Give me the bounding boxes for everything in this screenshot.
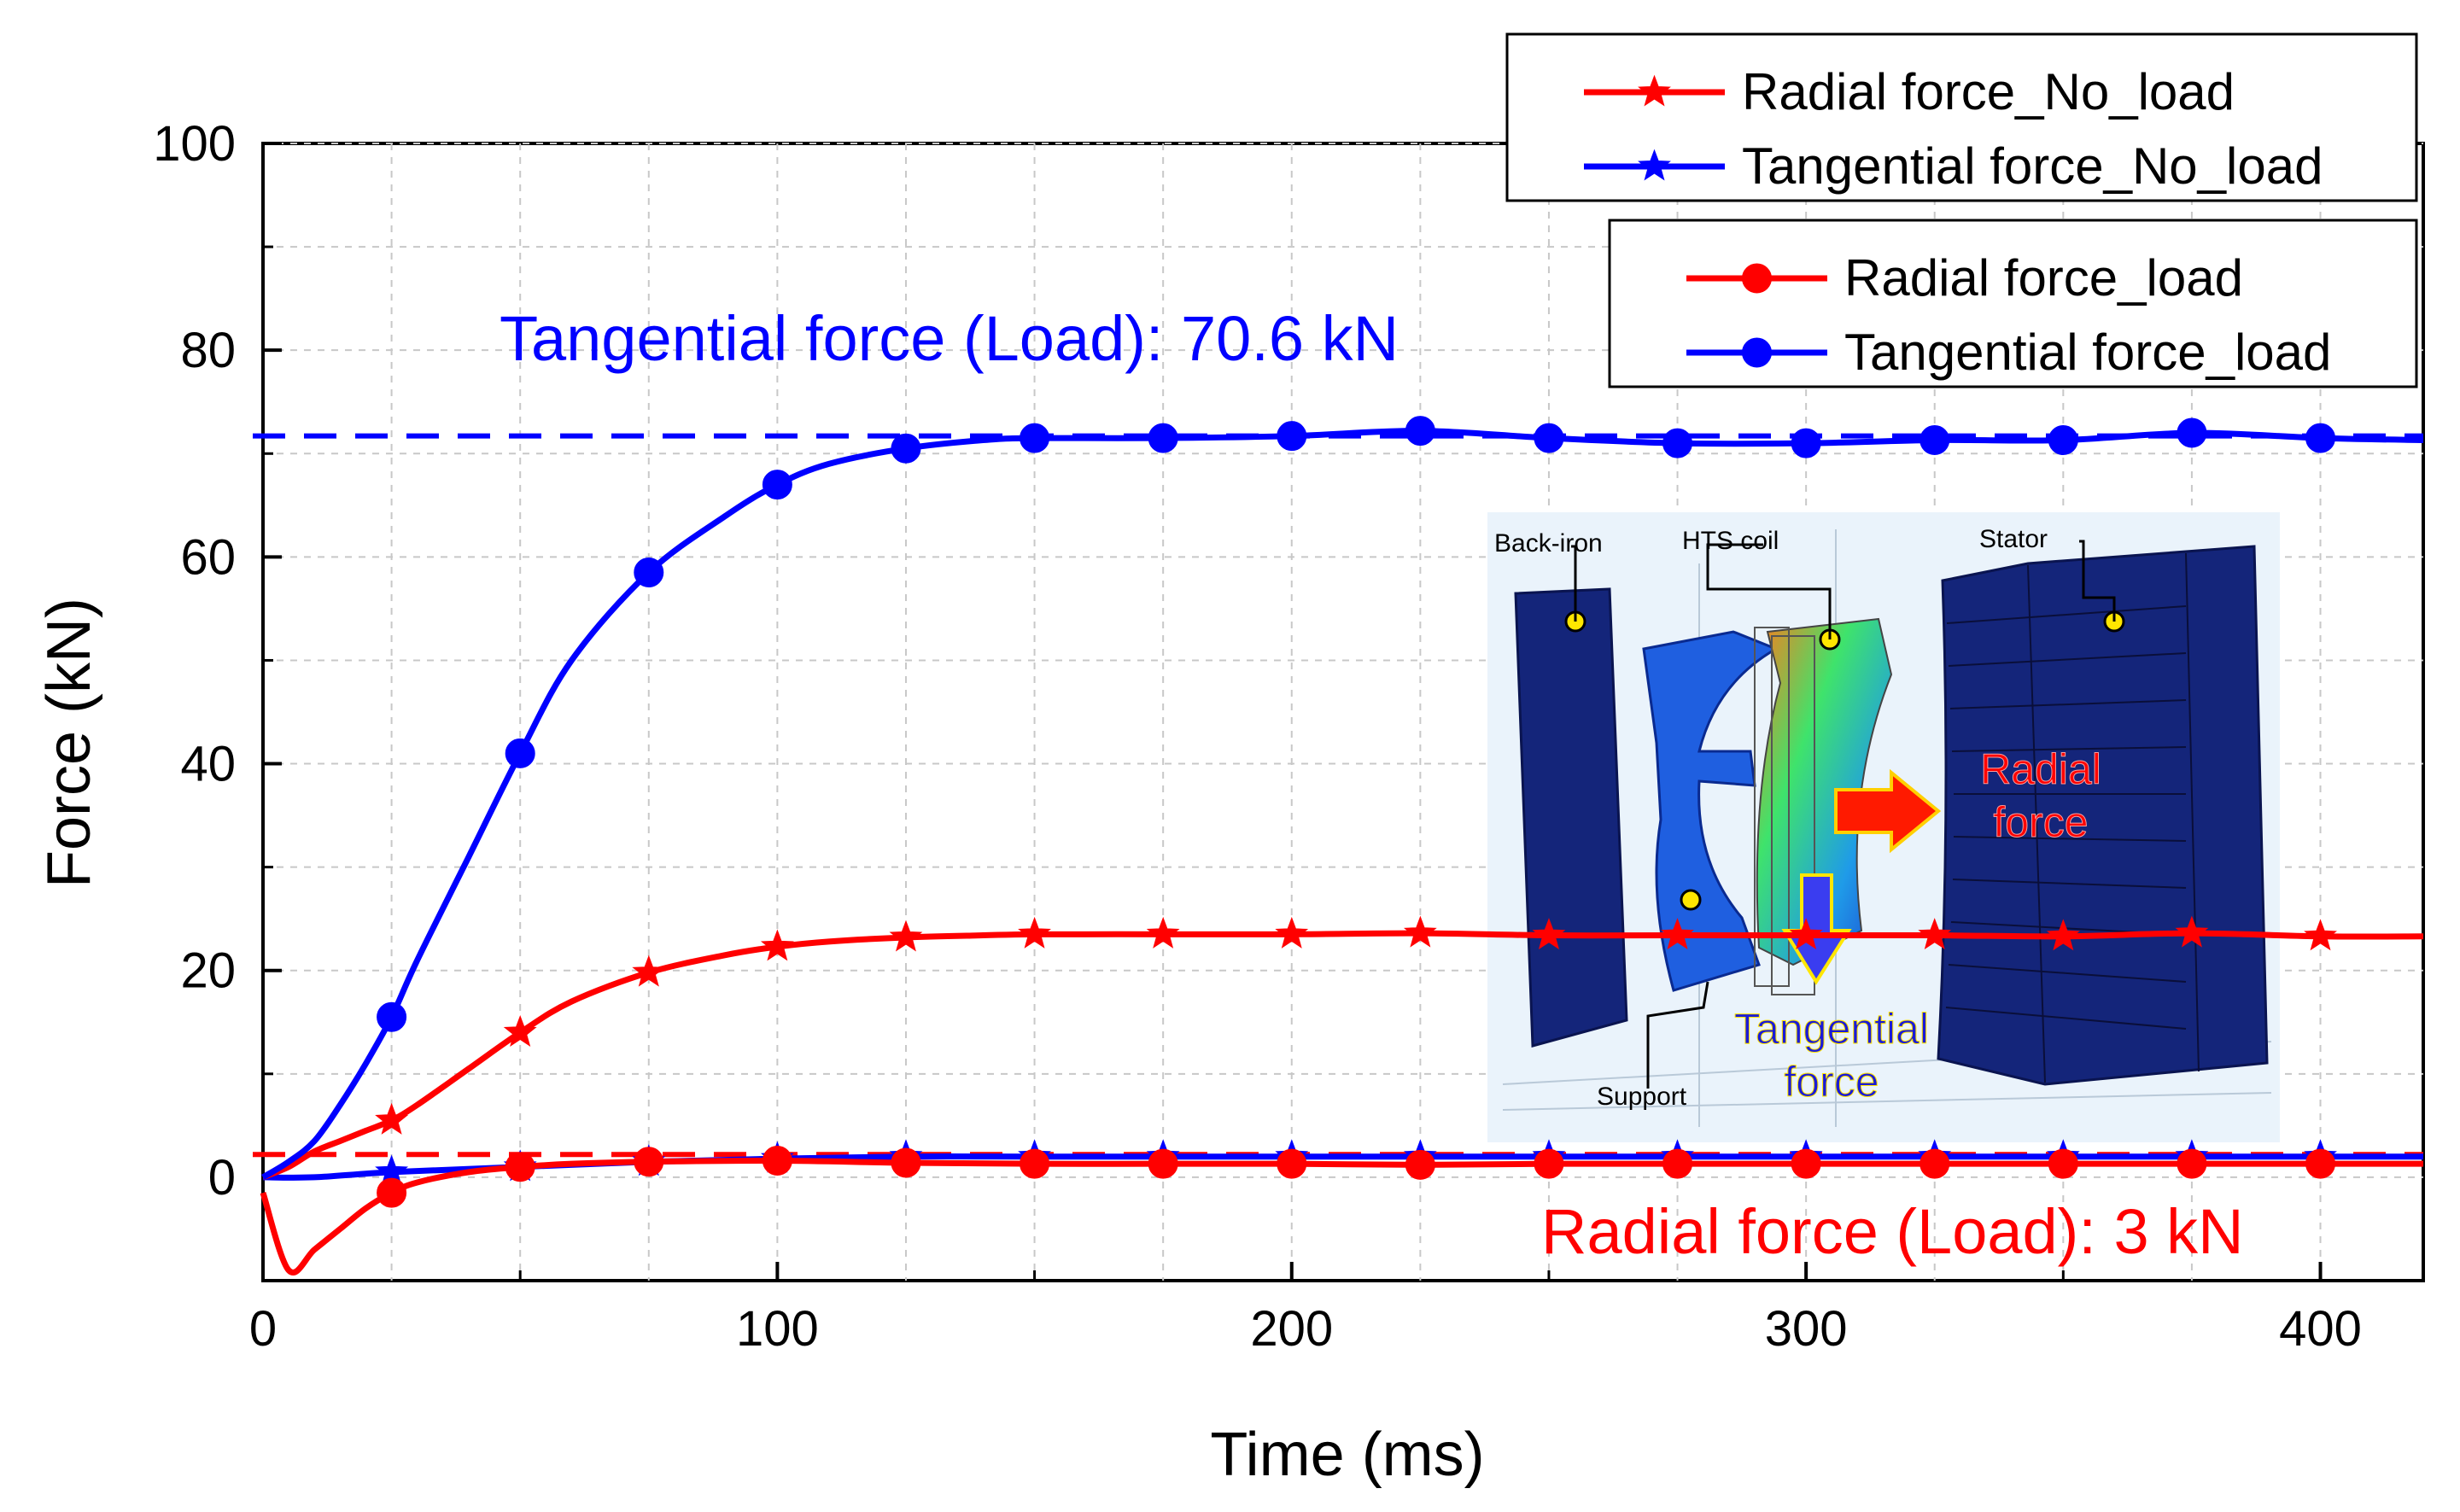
marker-radial-force-load (1662, 1148, 1693, 1179)
back-iron-shape (1514, 587, 1628, 1048)
stator-shape (1937, 545, 2269, 1086)
tangential-arrow-label-line1: Tangential (1734, 1005, 1929, 1053)
marker-radial-force-no-load (1018, 916, 1051, 949)
radial-arrow-label-line1: Radial (1980, 745, 2101, 793)
marker-radial-force-load (1920, 1148, 1950, 1179)
marker-radial-force-no-load (1661, 918, 1694, 950)
marker-tangential-force-load (505, 738, 535, 768)
marker-tangential-force-load (891, 433, 921, 464)
marker-radial-force-no-load (1789, 918, 1823, 950)
legend-marker-tangential-force-no-load (1638, 149, 1671, 181)
tangential-annotation: Tangential force (Load): 70.6 kN (500, 303, 1399, 374)
inset-label-hts-coil: HTS coil (1682, 527, 1779, 555)
legend-label-tangential-no-load: Tangential force_No_load (1742, 137, 2323, 195)
marker-radial-force-load (1405, 1149, 1435, 1180)
marker-tangential-force-load (1148, 423, 1178, 453)
legend-marker-tangential-force-load (1742, 337, 1772, 368)
marker-tangential-force-load (762, 470, 792, 500)
radial-force-arrow (1834, 768, 1942, 854)
inset-label-back-iron: Back-iron (1494, 529, 1603, 558)
marker-tangential-force-load (377, 1001, 407, 1032)
axes: 0 100 200 300 400 0 20 40 60 80 100 (153, 116, 2362, 1357)
marker-radial-force-load (891, 1147, 921, 1178)
marker-tangential-force-load (1662, 428, 1693, 458)
marker-radial-force-load (1020, 1148, 1050, 1179)
marker-radial-force-load (634, 1147, 664, 1177)
marker-tangential-force-load (634, 558, 664, 588)
series-radial-force-load (260, 1146, 2423, 1276)
legend-no-load: Radial force_No_load Tangential force_No… (1505, 32, 2418, 202)
marker-radial-force-no-load (632, 954, 666, 987)
x-tick-label: 400 (2279, 1301, 2362, 1357)
radial-arrow-label-line2: force (1993, 798, 2088, 846)
marker-radial-force-no-load (1146, 916, 1180, 949)
x-tick-label: 300 (1765, 1301, 1848, 1357)
marker-tangential-force-load (2048, 425, 2078, 456)
marker-radial-force-load (505, 1152, 535, 1182)
inset-label-support: Support (1597, 1083, 1687, 1111)
legend-label-radial-no-load: Radial force_No_load (1742, 63, 2235, 120)
marker-radial-force-no-load (760, 929, 794, 961)
legend-label-radial-load: Radial force_load (1844, 249, 2243, 306)
y-tick-label: 80 (180, 323, 236, 378)
marker-tangential-force-load (2177, 417, 2207, 448)
x-tick-label: 100 (736, 1301, 819, 1357)
y-tick-label: 40 (180, 737, 236, 792)
marker-radial-force-load (762, 1146, 792, 1176)
marker-radial-force-no-load (889, 919, 923, 952)
marker-radial-force-load (2177, 1148, 2207, 1179)
marker-tangential-force-load (1405, 416, 1435, 447)
marker-tangential-force-load (1791, 428, 1821, 458)
y-tick-label: 0 (208, 1150, 236, 1206)
grid (263, 143, 2423, 1281)
marker-radial-force-no-load (1403, 915, 1437, 948)
x-tick-label: 200 (1250, 1301, 1333, 1357)
legend-label-tangential-load: Tangential force_load (1844, 324, 2331, 381)
line-radial-force-no-load (261, 930, 2424, 1181)
support-dot (1680, 889, 1702, 911)
marker-tangential-force-load (1020, 423, 1050, 453)
marker-radial-force-load (1791, 1148, 1821, 1179)
series-radial-force-no-load (261, 915, 2424, 1181)
legend-load: Radial force_load Tangential force_load (1608, 219, 2418, 388)
marker-tangential-force-load (1277, 421, 1307, 452)
marker-radial-force-no-load (2046, 919, 2080, 951)
marker-radial-force-load (2048, 1148, 2078, 1179)
x-axis-label: Time (ms) (1210, 1421, 1484, 1489)
marker-radial-force-load (1534, 1148, 1564, 1179)
y-tick-label: 60 (180, 529, 236, 585)
marker-tangential-force-load (1920, 425, 1950, 456)
legend-marker-radial-force-load (1742, 263, 1772, 294)
y-tick-label: 20 (180, 943, 236, 999)
series-tangential-force-load (261, 416, 2424, 1180)
marker-tangential-force-load (1534, 423, 1564, 453)
marker-radial-force-load (1148, 1148, 1178, 1179)
marker-radial-force-load (2305, 1148, 2336, 1179)
marker-radial-force-no-load (503, 1014, 537, 1047)
marker-radial-force-no-load (2304, 919, 2337, 951)
marker-radial-force-load (377, 1177, 407, 1208)
legend-marker-radial-force-no-load (1638, 74, 1671, 107)
radial-annotation: Radial force (Load): 3 kN (1541, 1196, 2244, 1267)
inset-label-stator: Stator (1979, 525, 2048, 553)
support-shape (1642, 630, 1779, 992)
marker-radial-force-load (1277, 1148, 1307, 1179)
data-series (260, 416, 2424, 1276)
marker-radial-force-no-load (1275, 916, 1309, 949)
tangential-arrow-label-line2: force (1784, 1058, 1879, 1106)
marker-radial-force-no-load (2175, 915, 2209, 948)
marker-radial-force-no-load (1532, 918, 1566, 950)
marker-tangential-force-load (2305, 423, 2336, 453)
marker-radial-force-no-load (375, 1102, 409, 1135)
marker-radial-force-no-load (1918, 918, 1952, 950)
y-tick-label: 100 (153, 116, 236, 172)
x-tick-label: 0 (249, 1301, 277, 1357)
y-axis-label: Force (kN) (35, 598, 103, 888)
inset-image: Back-iron HTS coil Stator Support Radial… (1487, 512, 2280, 1142)
